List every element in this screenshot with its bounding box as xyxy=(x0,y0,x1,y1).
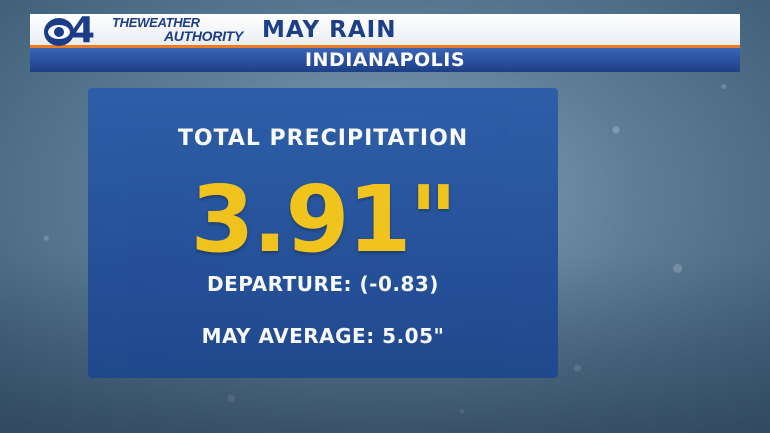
brand-line-2: AUTHORITY xyxy=(164,28,243,44)
location-subtitle: INDIANAPOLIS xyxy=(30,48,740,72)
total-precipitation-label: TOTAL PRECIPITATION xyxy=(177,126,469,151)
total-precipitation-value: 3.91" xyxy=(190,166,458,273)
brand-line-1: THEWEATHER xyxy=(112,15,200,30)
header-top-bar: 4 THEWEATHER AUTHORITY MAY RAIN xyxy=(30,11,740,51)
page-title: MAY RAIN xyxy=(262,17,397,43)
departure-value: DEPARTURE: (-0.83) xyxy=(207,272,439,296)
header-banner: 4 THEWEATHER AUTHORITY MAY RAIN INDIANAP… xyxy=(30,11,740,72)
station-logo: 4 xyxy=(44,11,116,51)
precipitation-panel: TOTAL PRECIPITATION 3.91" DEPARTURE: (-0… xyxy=(88,88,558,378)
brand-logo: THEWEATHER AUTHORITY xyxy=(112,15,252,45)
may-average-value: MAY AVERAGE: 5.05" xyxy=(201,324,445,348)
cbs-eye-icon xyxy=(44,18,74,46)
channel-number: 4 xyxy=(70,10,96,51)
